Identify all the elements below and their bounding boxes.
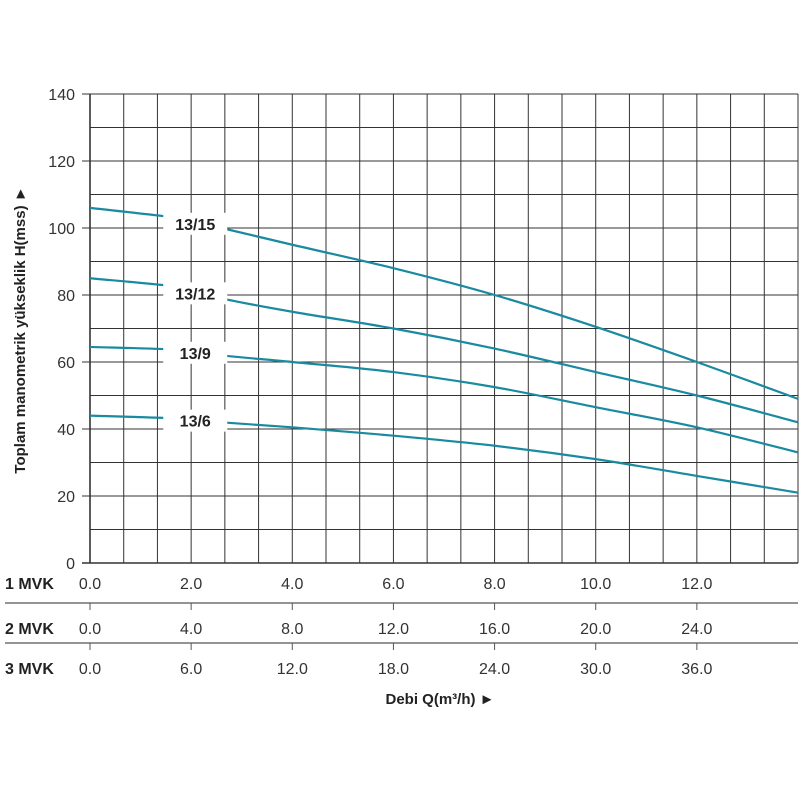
x-tick-label: 2.0 xyxy=(180,576,202,593)
y-tick-label: 120 xyxy=(48,154,75,171)
x-axes: 1 MVK 0.0 2.0 4.0 6.0 8.0 10.0 12.0 2 MVK 0.0 4.0 8… xyxy=(5,576,798,678)
x-axis-label: Debi Q(m³/h) ► xyxy=(385,691,494,708)
y-tick-label: 60 xyxy=(57,355,75,372)
x-tick-label: 16.0 xyxy=(479,621,510,638)
y-tick-labels: 0 20 40 60 80 100 120 140 xyxy=(48,87,75,573)
x-axis-name: 3 MVK xyxy=(5,661,54,678)
series-label: 13/12 xyxy=(175,286,215,303)
series-label: 13/15 xyxy=(175,217,215,234)
x-tick-label: 12.0 xyxy=(681,576,712,593)
x-tick-label: 36.0 xyxy=(681,661,712,678)
series-label-background xyxy=(163,341,228,364)
x-tick-label: 0.0 xyxy=(79,576,101,593)
y-tick-label: 40 xyxy=(57,422,75,439)
x-axis-name: 2 MVK xyxy=(5,621,54,638)
x-tick-label: 8.0 xyxy=(483,576,505,593)
y-tick-label: 140 xyxy=(48,87,75,104)
x-tick-label: 6.0 xyxy=(382,576,404,593)
x-tick-label: 8.0 xyxy=(281,621,303,638)
series-label-background xyxy=(163,282,228,305)
x-tick-label: 12.0 xyxy=(378,621,409,638)
x-tick-label: 4.0 xyxy=(281,576,303,593)
x-tick-label: 6.0 xyxy=(180,661,202,678)
x-tick-label: 0.0 xyxy=(79,621,101,638)
x-tick-label: 10.0 xyxy=(580,576,611,593)
series-label-background xyxy=(163,409,228,432)
y-tick-label: 100 xyxy=(48,221,75,238)
series-label: 13/6 xyxy=(180,414,211,431)
x-tick-label: 30.0 xyxy=(580,661,611,678)
x-tick-label: 4.0 xyxy=(180,621,202,638)
y-tick-label: 0 xyxy=(66,556,75,573)
x-tick-label: 20.0 xyxy=(580,621,611,638)
x-tick-label: 12.0 xyxy=(277,661,308,678)
curves: 13/15 13/12 13/9 13/6 xyxy=(89,206,799,494)
grid xyxy=(82,93,799,564)
y-tick-label: 20 xyxy=(57,489,75,506)
series-label: 13/9 xyxy=(180,346,211,363)
y-tick-label: 80 xyxy=(57,288,75,305)
x-tick-label: 0.0 xyxy=(79,661,101,678)
series-label-background xyxy=(163,212,228,235)
x-tick-label: 18.0 xyxy=(378,661,409,678)
x-tick-label: 24.0 xyxy=(681,621,712,638)
x-tick-label: 24.0 xyxy=(479,661,510,678)
x-axis-name: 1 MVK xyxy=(5,576,54,593)
y-axis-label: Toplam manometrik yükseklik H(mss) ► xyxy=(12,186,29,473)
